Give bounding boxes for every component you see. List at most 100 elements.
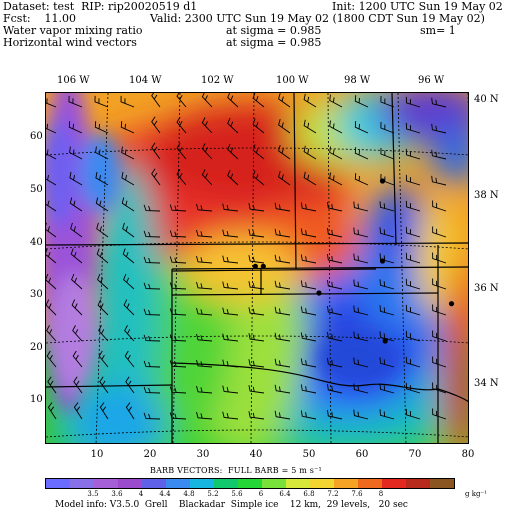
wind-barb bbox=[96, 222, 109, 238]
wind-barb bbox=[353, 305, 369, 316]
wind-barb bbox=[98, 350, 109, 368]
wind-barb bbox=[380, 95, 395, 108]
colorbar-label: 5.6 bbox=[231, 490, 243, 498]
wind-barb bbox=[278, 170, 291, 186]
wind-barb bbox=[248, 307, 265, 316]
wind-barb bbox=[379, 357, 395, 368]
wind-barb bbox=[252, 144, 265, 160]
wind-barb bbox=[432, 356, 447, 368]
wind-barb bbox=[95, 171, 109, 186]
wind-barb bbox=[274, 254, 291, 264]
wind-barb bbox=[252, 170, 265, 186]
wind-barb bbox=[169, 230, 187, 238]
wind-barb bbox=[47, 402, 57, 420]
wind-barb bbox=[196, 203, 213, 212]
y-tick-50: 50 bbox=[30, 184, 43, 195]
wind-barb bbox=[353, 253, 369, 264]
wind-barb bbox=[252, 93, 265, 108]
wind-barb bbox=[123, 299, 135, 316]
wind-barb bbox=[354, 95, 369, 108]
colorbar-units: g kg⁻¹ bbox=[465, 490, 487, 498]
wind-barb bbox=[353, 357, 369, 368]
wind-barb bbox=[95, 146, 109, 160]
wind-barb bbox=[94, 95, 109, 108]
wind-barb bbox=[274, 228, 291, 238]
y-tick-20: 20 bbox=[30, 342, 43, 353]
colorbar-label: 6 bbox=[258, 490, 264, 498]
wind-barb bbox=[354, 147, 369, 160]
wind-barb bbox=[97, 273, 109, 290]
wind-barb bbox=[46, 123, 57, 134]
wind-barb bbox=[353, 331, 369, 342]
wind-barb bbox=[70, 222, 83, 238]
lon-label-98w: 98 W bbox=[344, 75, 371, 86]
wind-barb bbox=[405, 330, 421, 342]
station-marker bbox=[379, 258, 386, 264]
wind-barb bbox=[176, 93, 187, 108]
wind-barb bbox=[72, 350, 83, 368]
wind-barb bbox=[405, 252, 421, 264]
x-tick-20: 20 bbox=[143, 449, 157, 460]
wind-barb bbox=[169, 308, 187, 316]
wind-barb bbox=[143, 412, 161, 420]
wind-barb bbox=[303, 119, 317, 134]
colorbar-label: 3.5 bbox=[87, 490, 99, 498]
wind-barb bbox=[227, 93, 239, 108]
wind-barb bbox=[120, 95, 135, 108]
moisture-map bbox=[46, 93, 468, 443]
wind-barb bbox=[248, 333, 265, 342]
wind-barb bbox=[143, 256, 161, 264]
wind-barb bbox=[227, 143, 239, 160]
wind-barb bbox=[143, 308, 161, 316]
wind-barb bbox=[201, 169, 213, 186]
wind-barb bbox=[125, 402, 135, 420]
wind-barb bbox=[405, 408, 421, 420]
wind-barb bbox=[122, 248, 135, 264]
wind-barb bbox=[248, 229, 265, 238]
colorbar-swatch bbox=[310, 479, 334, 488]
model-info: Model info: V3.5.0 Grell Blackadar Simpl… bbox=[55, 500, 408, 510]
wind-barb bbox=[169, 360, 187, 368]
wind-barb bbox=[303, 145, 317, 160]
colorbar-swatch bbox=[46, 479, 70, 488]
y-tick-10: 10 bbox=[30, 394, 43, 405]
wind-barb bbox=[432, 304, 447, 316]
wind-barb bbox=[248, 281, 265, 290]
wind-barb bbox=[169, 256, 187, 264]
wind-barb bbox=[303, 171, 317, 186]
wind-barb bbox=[169, 412, 187, 420]
wind-barb bbox=[353, 201, 369, 212]
wind-barb bbox=[95, 197, 109, 212]
colorbar bbox=[45, 478, 455, 489]
wind-barb bbox=[169, 386, 187, 394]
wind-barb bbox=[121, 146, 135, 160]
wind-barb bbox=[379, 383, 395, 394]
wind-barb bbox=[73, 402, 83, 420]
wind-barb bbox=[303, 93, 317, 108]
colorbar-label: 7.6 bbox=[351, 490, 363, 498]
colorbar-swatch bbox=[262, 479, 286, 488]
wind-barb bbox=[222, 307, 239, 316]
wind-barb bbox=[353, 279, 369, 290]
wind-barb bbox=[196, 255, 213, 264]
wind-barb bbox=[196, 359, 213, 368]
wind-barb bbox=[329, 94, 343, 108]
wind-barb bbox=[201, 117, 213, 134]
wind-barb bbox=[278, 118, 291, 134]
wind-barb bbox=[196, 411, 213, 420]
wind-barb bbox=[354, 173, 369, 186]
wind-barb bbox=[278, 144, 291, 160]
wind-barb bbox=[300, 280, 317, 290]
station-marker bbox=[252, 263, 258, 269]
wind-barb bbox=[432, 200, 447, 212]
wind-barb bbox=[278, 93, 291, 108]
wind-barb bbox=[73, 376, 83, 394]
colorbar-swatch bbox=[166, 479, 190, 488]
wind-barb bbox=[405, 226, 421, 238]
wind-barb bbox=[329, 172, 343, 186]
wind-barb bbox=[300, 410, 317, 420]
wind-barb bbox=[379, 409, 395, 420]
lat-label-40n: 40 N bbox=[474, 94, 499, 105]
colorbar-label: 3.6 bbox=[111, 490, 123, 498]
wind-barb bbox=[151, 116, 161, 134]
